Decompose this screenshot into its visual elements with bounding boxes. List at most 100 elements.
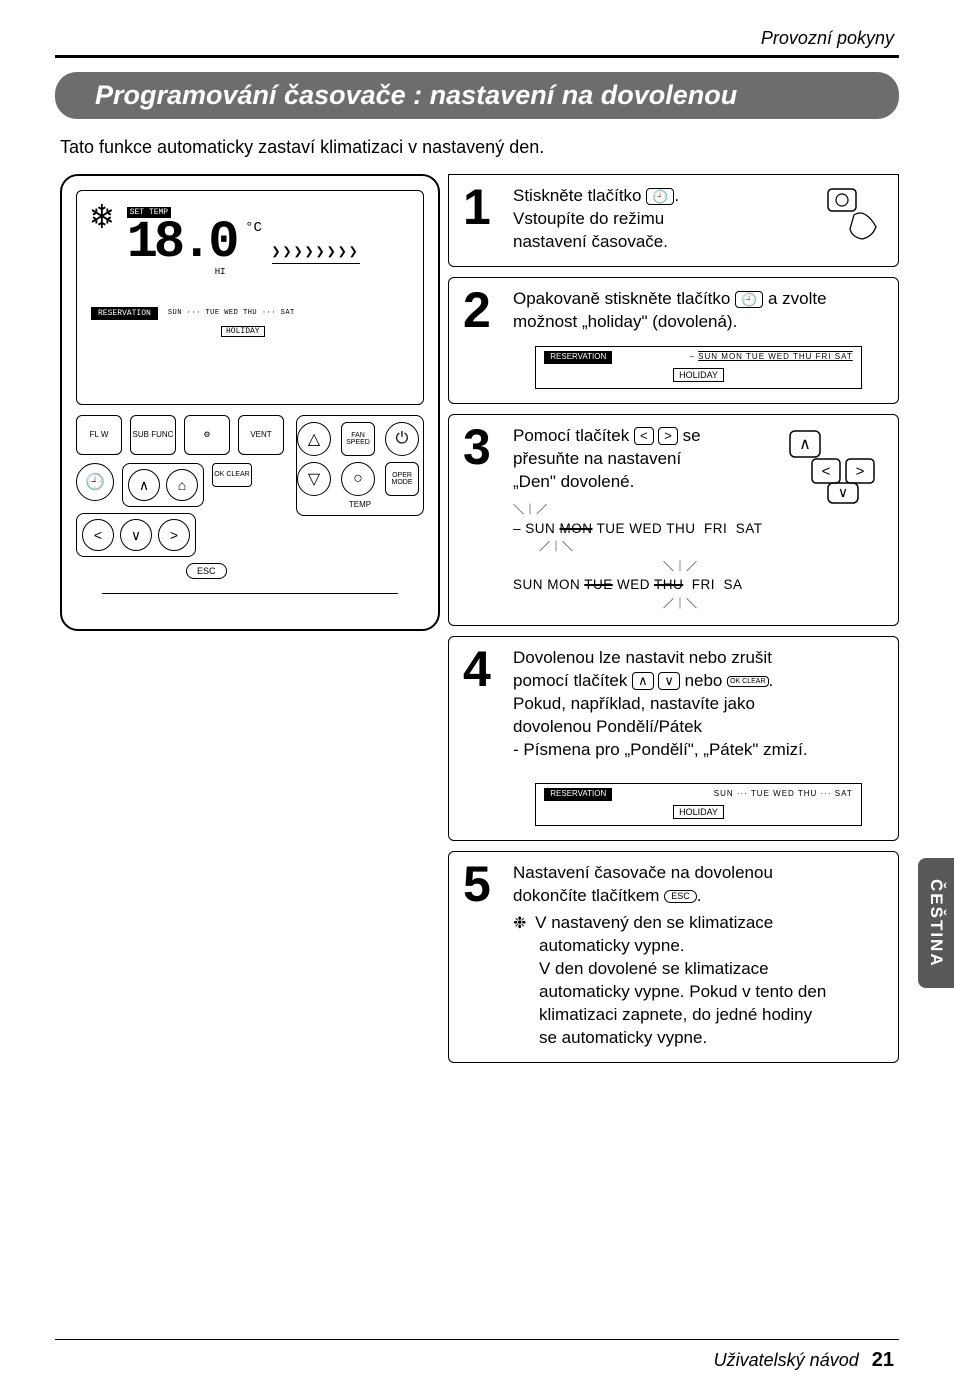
remote-frame: ❄ SET TEMP 18.0 °C ❯❯❯❯❯❯❯❯ HI RESERVATI…	[60, 174, 440, 631]
oper-mode-button[interactable]: OPER MODE	[385, 462, 419, 496]
footer-page: 21	[872, 1349, 894, 1371]
step-4-line1: Dovolenou lze nastavit nebo zrušit	[513, 648, 772, 667]
step-4-holiday-chip: HOLIDAY	[673, 805, 724, 819]
step-2-days: – SUN MON TUE WED THU FRI SAT	[690, 352, 853, 363]
step-4-line3: Pokud, například, nastavíte jako	[513, 694, 755, 713]
step-3-line3: „Den" dovolené.	[513, 472, 634, 491]
nav-lr-group: < ∨ >	[76, 513, 196, 557]
gear-button[interactable]: ⚙	[184, 415, 230, 455]
down-key-icon: ∨	[658, 672, 680, 690]
step-3-number: 3	[463, 425, 505, 470]
ok-clear-key-icon: OK CLEAR	[727, 676, 768, 687]
svg-text:<: <	[822, 463, 831, 480]
ok-clear-button[interactable]: OK CLEAR	[212, 463, 252, 487]
step-2-holiday-chip: HOLIDAY	[673, 368, 724, 382]
snow-bullet-icon: ❉	[513, 915, 526, 932]
step-5-b4: klimatizaci zapnete, do jedné hodiny	[539, 1004, 884, 1027]
step-4-line2c: .	[769, 671, 774, 690]
step-4-line4: dovolenou Pondělí/Pátek	[513, 717, 702, 736]
fan-speed-button[interactable]: FAN SPEED	[341, 422, 375, 456]
step-3-body: Pomocí tlačítek < > se přesuňte na nasta…	[513, 425, 784, 613]
step-5-b2: V den dovolené se klimatizace	[539, 958, 884, 981]
timer-icon: 🕘	[85, 472, 105, 492]
step-4-number: 4	[463, 647, 505, 692]
home-button[interactable]: ⌂	[166, 469, 198, 501]
temp-label: TEMP	[297, 500, 423, 509]
esc-button[interactable]: ESC	[186, 563, 227, 579]
footer-label: Uživatelský návod	[714, 1350, 859, 1370]
step-3-text-a: Pomocí tlačítek	[513, 426, 634, 445]
step-3-line2: přesuňte na nastavení	[513, 449, 681, 468]
esc-key-icon: ESC	[664, 890, 697, 903]
remote-lcd: ❄ SET TEMP 18.0 °C ❯❯❯❯❯❯❯❯ HI RESERVATI…	[76, 190, 424, 405]
days-mini: SUN ··· TUE WED THU ··· SAT	[168, 309, 295, 317]
step-4: 4 Dovolenou lze nastavit nebo zrušit pom…	[448, 636, 899, 842]
snowflake-icon: ❄	[91, 201, 113, 237]
reservation-chip: RESERVATION	[91, 307, 158, 320]
step-5-body: Nastavení časovače na dovolenou dokončít…	[513, 862, 884, 1050]
step-5-line1: Nastavení časovače na dovolenou	[513, 863, 773, 882]
nav-up-group: ∧ ⌂	[122, 463, 204, 507]
hand-press-icon	[824, 185, 884, 245]
flow-button[interactable]: FL W	[76, 415, 122, 455]
step-2-body: Opakovaně stiskněte tlačítko 🕘 a zvolte …	[513, 288, 884, 391]
step-1-line3: nastavení časovače.	[513, 232, 668, 251]
fan-waves: ❯❯❯❯❯❯❯❯	[272, 242, 360, 264]
remote-bottom-shape	[102, 593, 398, 619]
intro-text: Tato funkce automaticky zastaví klimatiz…	[60, 137, 899, 158]
step-2-text-a: Opakovaně stiskněte tlačítko	[513, 289, 735, 308]
hi-label: HI	[215, 267, 360, 277]
left-key-icon: <	[634, 427, 654, 445]
step-2-reservation-chip: RESERVATION	[544, 351, 612, 364]
step-1-line2: Vstoupíte do režimu	[513, 209, 664, 228]
footer: Uživatelský návod 21	[714, 1349, 894, 1372]
button-grid: FL W SUB FUNC ⚙ VENT △ FAN SPEED ⏻ ▽ ○ O…	[76, 415, 424, 575]
step-4-days: SUN ··· TUE WED THU ··· SAT	[714, 789, 853, 800]
step-1-number: 1	[463, 185, 505, 230]
timer-key-icon: 🕘	[646, 188, 674, 206]
timer-key-icon-2: 🕘	[735, 291, 763, 309]
step-1-text-a: Stiskněte tlačítko	[513, 186, 646, 205]
nav-down-button[interactable]: ∨	[120, 519, 152, 551]
step-2-lcd: RESERVATION – SUN MON TUE WED THU FRI SA…	[535, 346, 861, 389]
step-1: 1 Stiskněte tlačítko 🕘. Vstoupíte do rež…	[448, 174, 899, 267]
temp-up-button[interactable]: △	[297, 422, 331, 456]
step-4-reservation-chip: RESERVATION	[544, 788, 612, 801]
step-4-line2b: nebo	[685, 671, 728, 690]
step-5-b3: automaticky vypne. Pokud v tento den	[539, 981, 884, 1004]
step-3-days-row2: ＼｜／ SUN MON TUE WED THU FRI SA ／｜＼	[513, 558, 784, 613]
step-3: 3 Pomocí tlačítek < > se přesuňte na nas…	[448, 414, 899, 626]
remote-illustration: ❄ SET TEMP 18.0 °C ❯❯❯❯❯❯❯❯ HI RESERVATI…	[60, 174, 440, 631]
page-title: Programování časovače : nastavení na dov…	[55, 72, 899, 119]
svg-text:∨: ∨	[838, 484, 848, 500]
footer-rule	[55, 1339, 899, 1340]
temp-down-button[interactable]: ▽	[297, 462, 331, 496]
right-key-icon: >	[658, 427, 678, 445]
step-3-text-b: se	[683, 426, 701, 445]
temp-cluster: △ FAN SPEED ⏻ ▽ ○ OPER MODE TEMP	[296, 415, 424, 516]
language-side-tab: ČEŠTINA	[918, 858, 954, 988]
timer-button[interactable]: 🕘	[76, 463, 114, 501]
nav-left-button[interactable]: <	[82, 519, 114, 551]
step-5-line2a: dokončíte tlačítkem	[513, 886, 664, 905]
steps-column: 1 Stiskněte tlačítko 🕘. Vstoupíte do rež…	[448, 174, 899, 1073]
step-1-body: Stiskněte tlačítko 🕘. Vstoupíte do režim…	[513, 185, 824, 254]
nav-right-button[interactable]: >	[158, 519, 190, 551]
nav-up-button[interactable]: ∧	[128, 469, 160, 501]
main-row: ❄ SET TEMP 18.0 °C ❯❯❯❯❯❯❯❯ HI RESERVATI…	[60, 174, 899, 1073]
step-5-b1: automaticky vypne.	[539, 935, 884, 958]
svg-text:>: >	[856, 463, 865, 480]
step-5-line2b: .	[697, 886, 702, 905]
step-5: 5 Nastavení časovače na dovolenou dokonč…	[448, 851, 899, 1063]
step-4-body: Dovolenou lze nastavit nebo zrušit pomoc…	[513, 647, 884, 829]
vent-button[interactable]: VENT	[238, 415, 284, 455]
circle-button[interactable]: ○	[341, 462, 375, 496]
power-button[interactable]: ⏻	[385, 422, 419, 456]
svg-text:∧: ∧	[799, 436, 811, 453]
step-5-bullets: ❉ V nastavený den se klimatizace automat…	[513, 912, 884, 1050]
step-4-line2a: pomocí tlačítek	[513, 671, 632, 690]
sub-func-button[interactable]: SUB FUNC	[130, 415, 176, 455]
step-5-number: 5	[463, 862, 505, 907]
step-2: 2 Opakovaně stiskněte tlačítko 🕘 a zvolt…	[448, 277, 899, 404]
holiday-chip: HOLIDAY	[221, 326, 265, 337]
